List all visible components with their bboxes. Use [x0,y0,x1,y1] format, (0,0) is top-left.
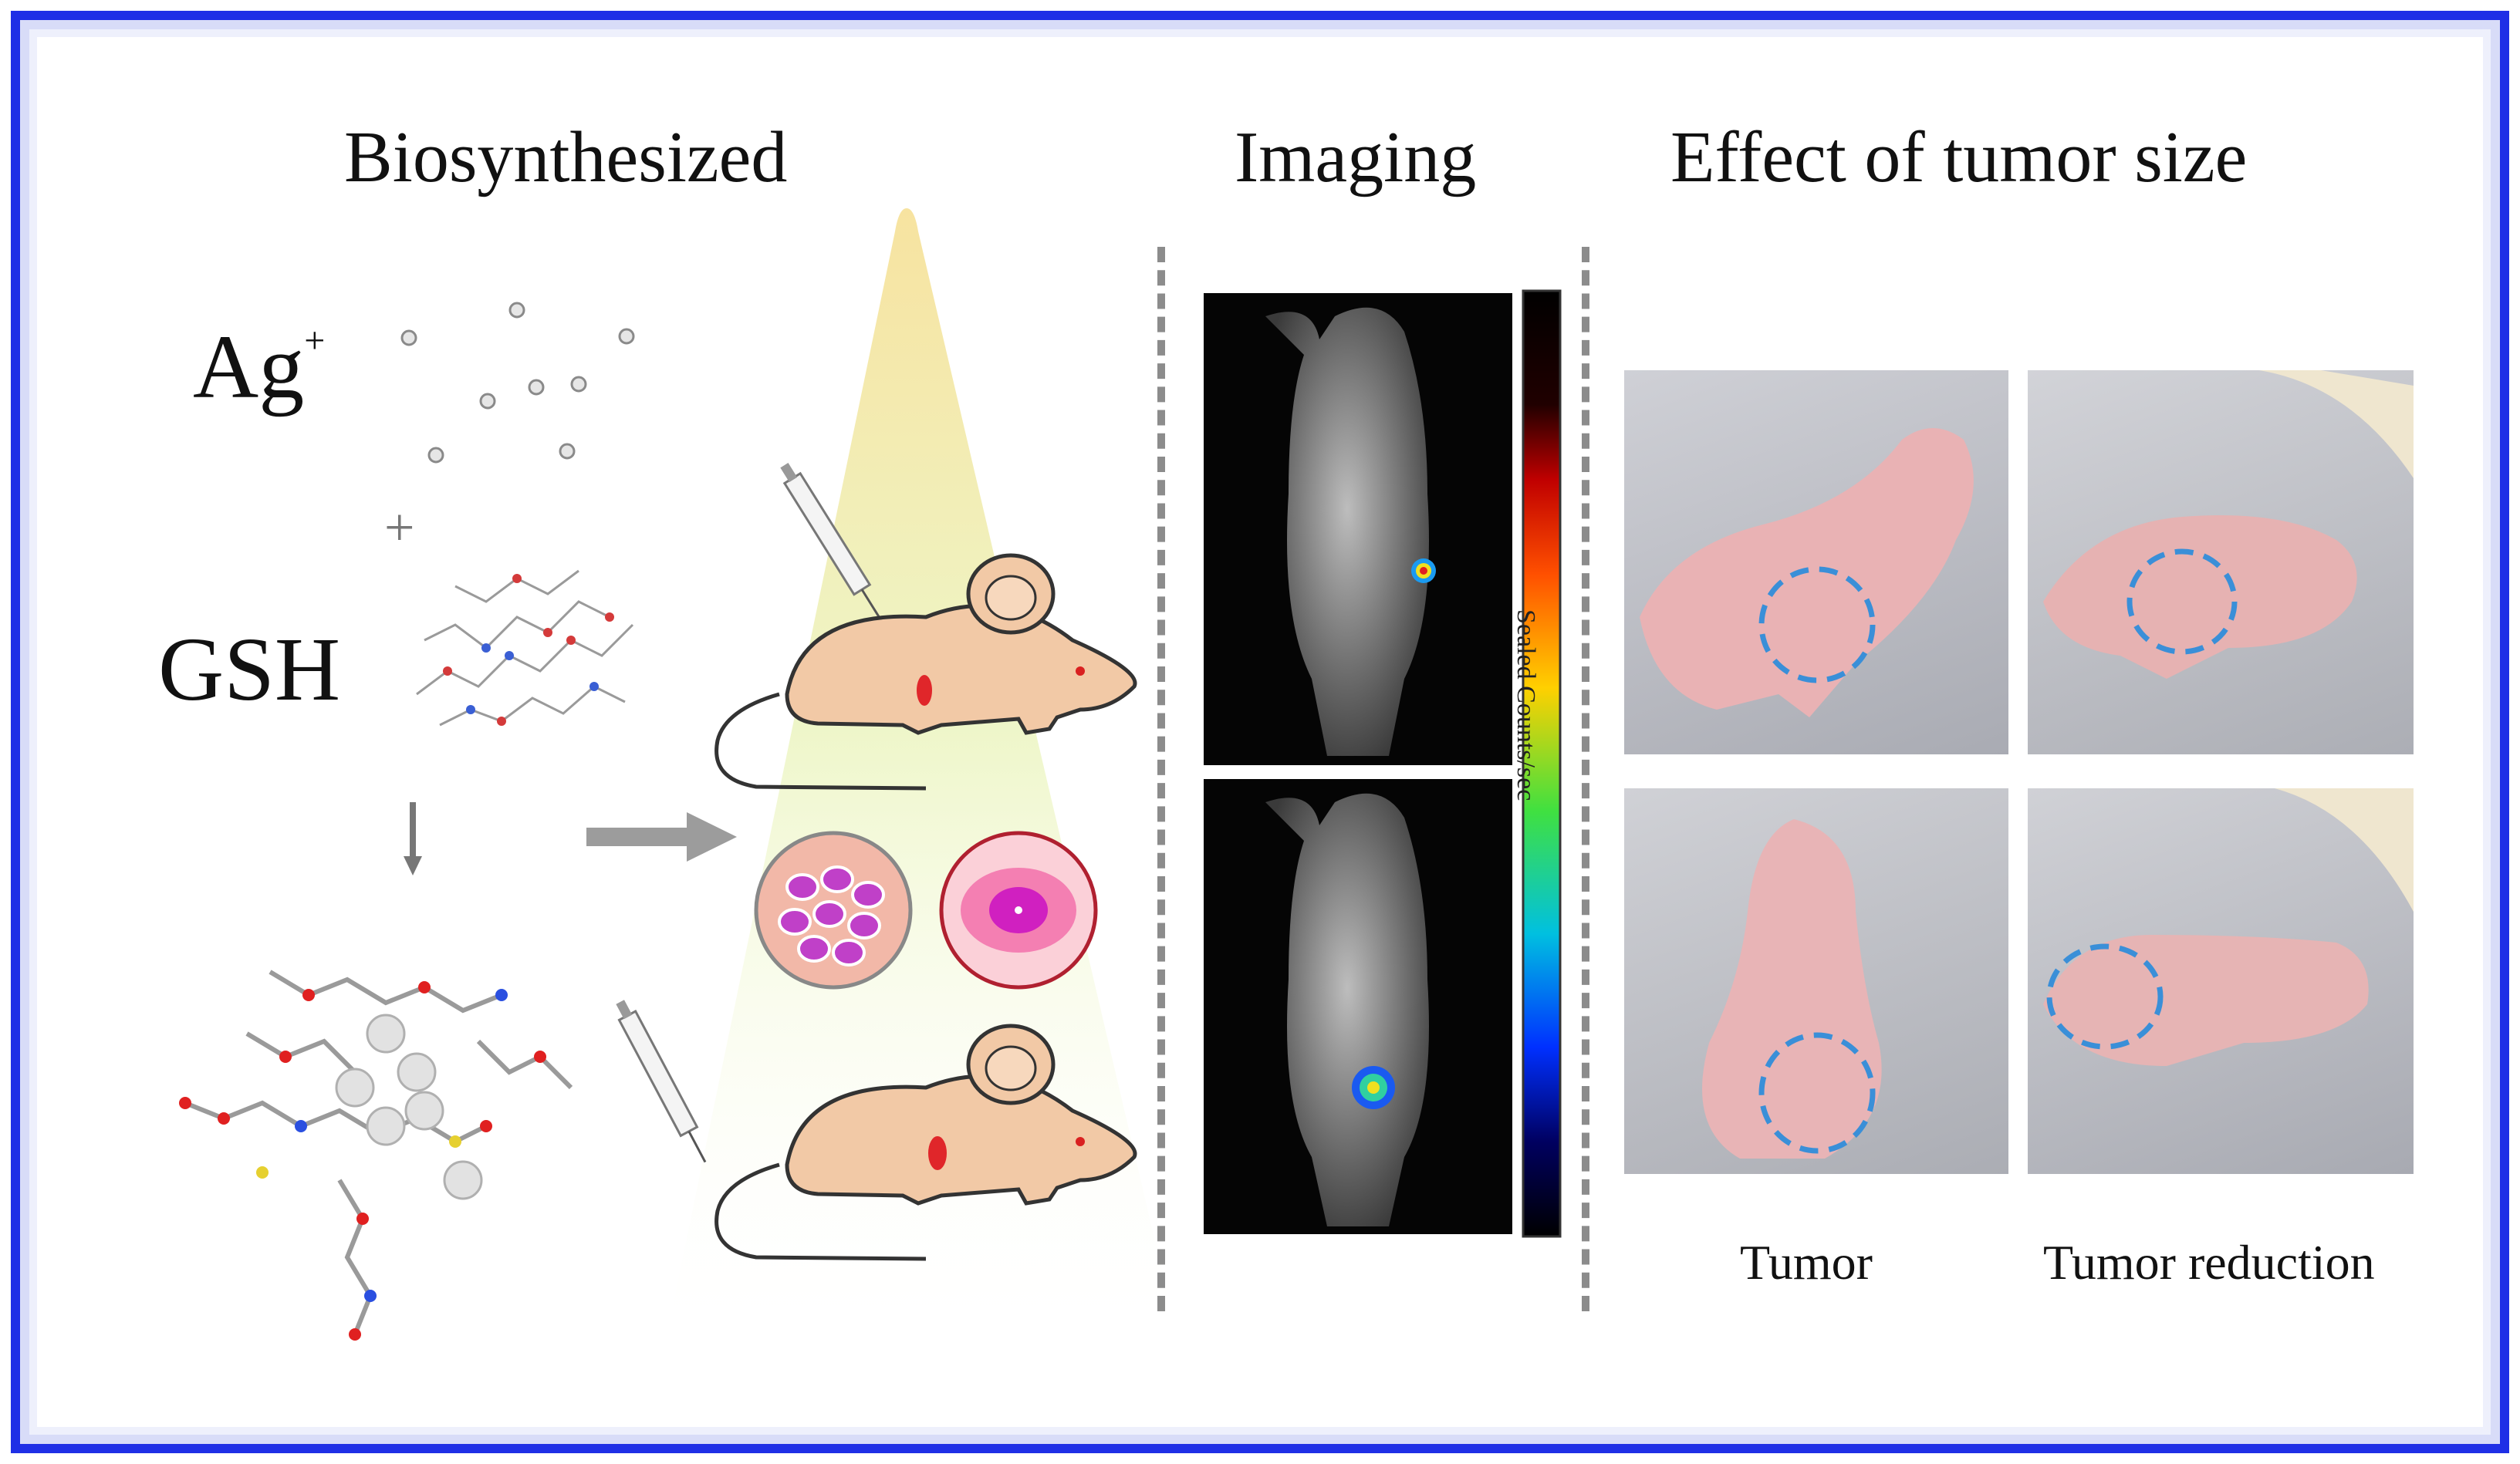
down-arrow [397,802,428,879]
caption-tumor-reduction: Tumor reduction [2043,1235,2375,1290]
photo-tumor-bottom [1624,788,2008,1174]
colorbar-label: Sealed Counts/sec [1512,609,1540,801]
fluorescence-image-top [1204,293,1512,765]
separator-left [1157,247,1165,1311]
ag-text: Ag [193,316,305,417]
right-arrow [586,806,741,868]
mouse-illustration-top [710,540,1142,802]
cell-dish [934,825,1103,995]
colorbar [1522,289,1562,1238]
syringe-icon [741,428,926,659]
label-gsh: GSH [158,619,341,720]
ag-charge: + [304,319,326,361]
plus-sign: + [384,498,415,558]
title-imaging: Imaging [1235,117,1477,197]
photo-tumor-top [1624,370,2008,754]
ag-gsh-cluster-illustration [154,926,602,1358]
fluorescence-image-bottom [1204,779,1512,1234]
photo-tumor-reduction-top [2028,370,2414,754]
photo-tumor-reduction-bottom [2028,788,2414,1174]
title-biosynthesized: Biosynthesized [344,117,788,197]
cancer-cells-dish [748,825,918,995]
mouse-illustration-bottom [710,1010,1142,1273]
separator-right [1582,247,1589,1311]
label-ag: Ag+ [193,315,325,420]
silver-ions-illustration [386,285,664,478]
syringe-icon-bottom [571,976,756,1192]
gsh-molecule-illustration [409,555,656,740]
caption-tumor: Tumor [1740,1235,1873,1290]
title-effect-of-tumor-size: Effect of tumor size [1670,117,2248,197]
